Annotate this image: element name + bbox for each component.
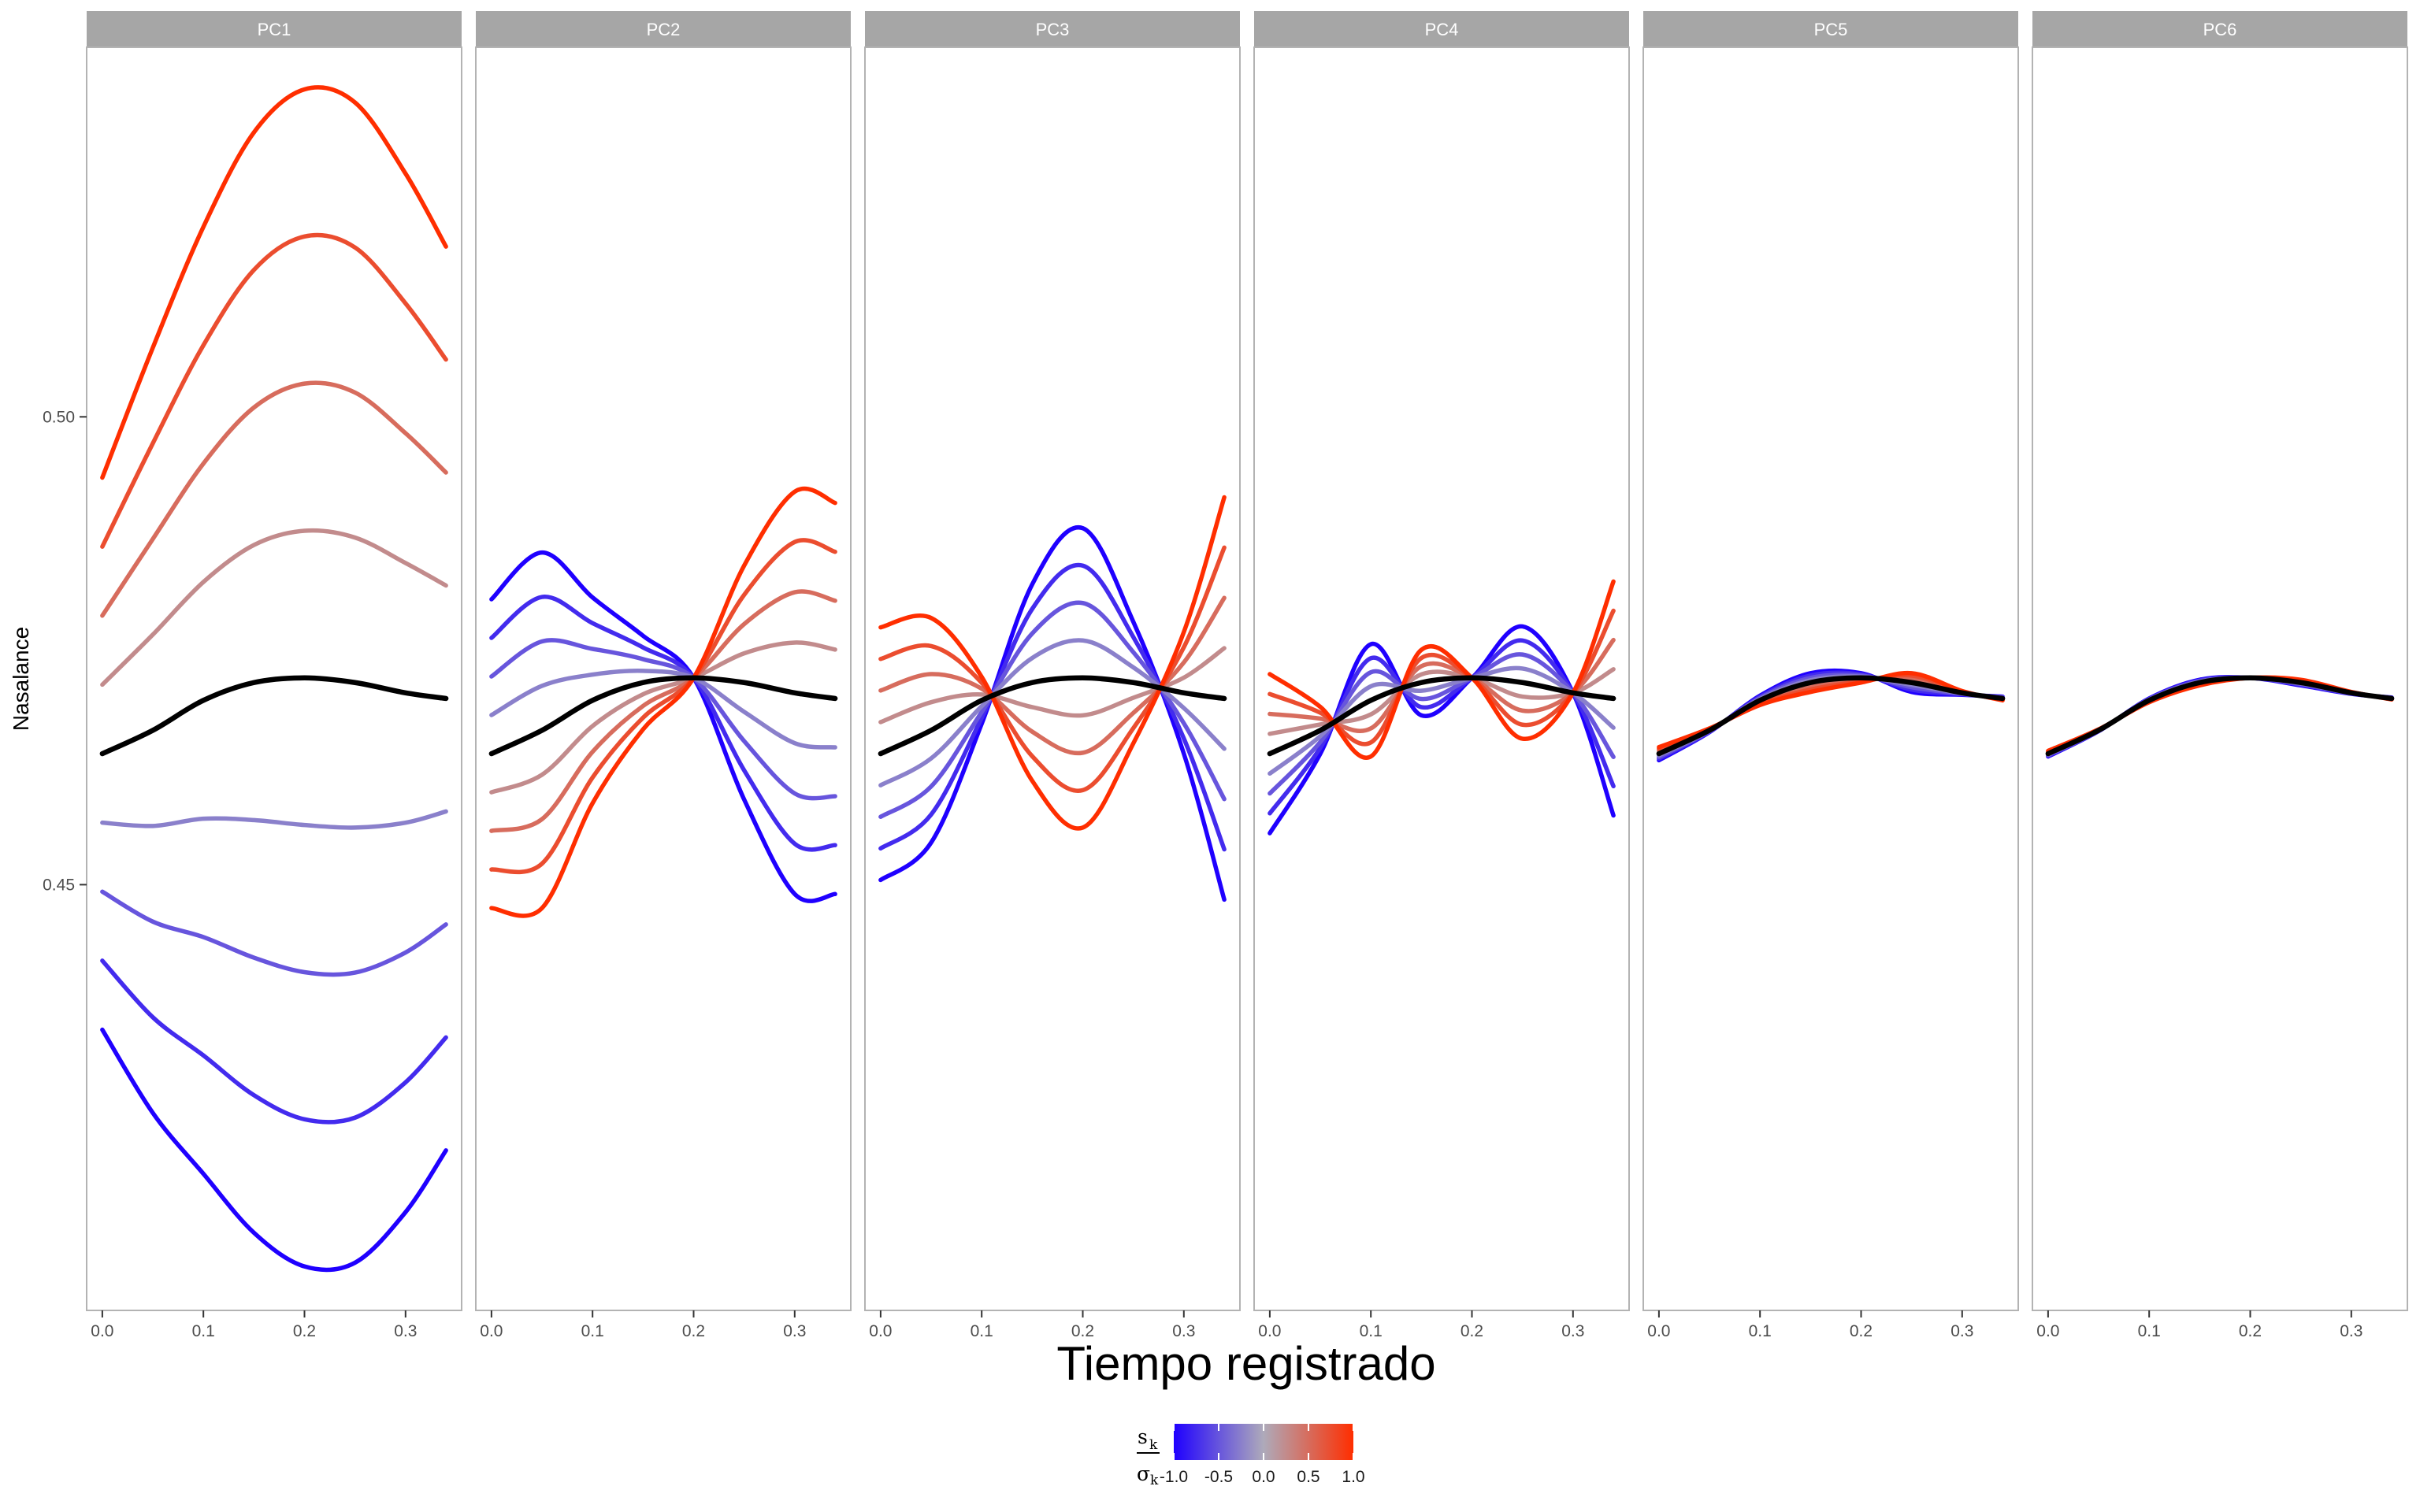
series-line-mean: [99, 675, 449, 757]
y-axis-title: Nasalance: [9, 627, 33, 731]
x-tick-label: 0.1: [192, 1322, 215, 1340]
facet-panel-pc6: PC6 0.0 0.1 0.2 0.3: [2032, 11, 2408, 1340]
series-line-level--1: [100, 1027, 448, 1273]
facet-panel-pc4: PC4 0.0 0.1 0.2 0.3: [1253, 11, 1630, 1340]
panel-border: [1642, 46, 2019, 1311]
legend-title: s kσ k: [1137, 1425, 1160, 1488]
legend: -1.0 -0.5 0.0 0.5 1.0s kσ k: [1137, 1424, 1365, 1488]
x-tick-label: 0.3: [1172, 1322, 1195, 1340]
x-tick-label: 0.0: [480, 1322, 503, 1340]
x-tick-label: 0.2: [2239, 1322, 2262, 1340]
series-line-level-1: [100, 85, 448, 480]
series-line-level--0_25: [489, 669, 837, 750]
x-tick-label: 0.2: [1850, 1322, 1873, 1340]
facet-panel-pc3: PC3 0.0 0.1 0.2 0.3: [864, 11, 1241, 1340]
series-line-level-0_5: [489, 589, 837, 833]
x-tick-label: 0.2: [293, 1322, 316, 1340]
x-tick-label: 0.3: [394, 1322, 417, 1340]
x-tick-label: 0.0: [869, 1322, 892, 1340]
series-line-level-0_25: [100, 528, 448, 687]
series-line-level--0_25: [878, 638, 1227, 788]
facet-panel-pc1: PC1 0.0 0.1 0.2 0.3: [86, 11, 462, 1340]
series-line-level-0_25: [878, 646, 1227, 724]
x-tick-label: 0.0: [2036, 1322, 2059, 1340]
panel-border: [864, 46, 1241, 1311]
series-line-level-0_5: [100, 380, 448, 618]
y-tick-label: 0.45: [43, 876, 75, 894]
series-line-mean: [2045, 675, 2395, 757]
legend-title-subscript: k: [1149, 1437, 1158, 1453]
series-line-level-1: [489, 486, 837, 918]
x-tick-label: 0.1: [581, 1322, 604, 1340]
facet-strip: [2032, 11, 2407, 47]
legend-tick-label: 0.5: [1297, 1468, 1319, 1486]
series-line-level--0_5: [489, 638, 837, 801]
facet-panel-pc5: PC5 0.0 0.1 0.2 0.3: [1642, 11, 2019, 1340]
panel-border: [2032, 46, 2408, 1311]
facet-strip: [476, 11, 851, 47]
x-tick-label: 0.0: [1258, 1322, 1281, 1340]
facet-strip: [865, 11, 1240, 47]
series-line-mean: [1656, 675, 2006, 757]
facet-strip-label: PC4: [1425, 20, 1459, 39]
series-line-level--1: [878, 524, 1227, 902]
series-line-level-0_75: [100, 232, 448, 549]
series-line-level--0_75: [489, 595, 837, 852]
facet-panel-pc2: PC2 0.0 0.1 0.2 0.3: [475, 11, 852, 1340]
series-line-level--0_75: [100, 958, 448, 1125]
legend-tick-label: -1.0: [1160, 1468, 1188, 1486]
x-tick-label: 0.1: [1749, 1322, 1772, 1340]
x-tick-label: 0.1: [2138, 1322, 2161, 1340]
series-line-level-0_25: [1268, 667, 1616, 736]
legend-tick-label: -0.5: [1204, 1468, 1233, 1486]
facet-strip-label: PC2: [647, 20, 681, 39]
series-line-mean: [488, 675, 838, 757]
y-tick-label: 0.50: [43, 408, 75, 426]
legend-title-subscript: k: [1150, 1473, 1159, 1488]
x-tick-label: 0.1: [1360, 1322, 1383, 1340]
x-tick-label: 0.1: [971, 1322, 993, 1340]
x-tick-label: 0.0: [1647, 1322, 1670, 1340]
facet-strip: [1254, 11, 1629, 47]
series-line-level--0_5: [100, 889, 448, 977]
series-line-level-0_75: [878, 545, 1227, 793]
series-line-level--0_75: [878, 562, 1227, 852]
panel-border: [86, 46, 462, 1311]
series-line-level-1: [878, 495, 1227, 831]
facet-strip-label: PC5: [1814, 20, 1848, 39]
series-line-level-0_5: [878, 595, 1227, 756]
series-line-mean: [1267, 675, 1616, 757]
facet-strip: [87, 11, 462, 47]
legend-tick-label: 1.0: [1342, 1468, 1364, 1486]
x-tick-label: 0.3: [2340, 1322, 2362, 1340]
series-line-level-0_75: [489, 538, 837, 875]
series-line-level--0_5: [878, 600, 1227, 819]
series-line-level--0_25: [100, 809, 448, 830]
x-axis-title: Tiempo registrado: [1056, 1337, 1435, 1390]
x-tick-label: 0.3: [783, 1322, 806, 1340]
legend-tick-label: 0.0: [1252, 1468, 1275, 1486]
facet-strip-label: PC3: [1036, 20, 1070, 39]
x-tick-label: 0.2: [1461, 1322, 1483, 1340]
series-line-mean: [878, 675, 1227, 757]
x-tick-label: 0.2: [1071, 1322, 1094, 1340]
facet-strip: [1643, 11, 2018, 47]
legend-title-denominator: σ: [1137, 1462, 1150, 1485]
x-tick-label: 0.3: [1561, 1322, 1584, 1340]
facet-strip-label: PC1: [258, 20, 291, 39]
facet-strip-label: PC6: [2203, 20, 2237, 39]
series-line-level-0_25: [489, 640, 837, 795]
x-tick-label: 0.2: [682, 1322, 705, 1340]
x-tick-label: 0.3: [1950, 1322, 1973, 1340]
legend-title-numerator: s: [1138, 1425, 1148, 1448]
x-tick-label: 0.0: [91, 1322, 113, 1340]
panel-border: [475, 46, 852, 1311]
panel-border: [1253, 46, 1630, 1311]
series-line-level--1: [489, 550, 837, 903]
